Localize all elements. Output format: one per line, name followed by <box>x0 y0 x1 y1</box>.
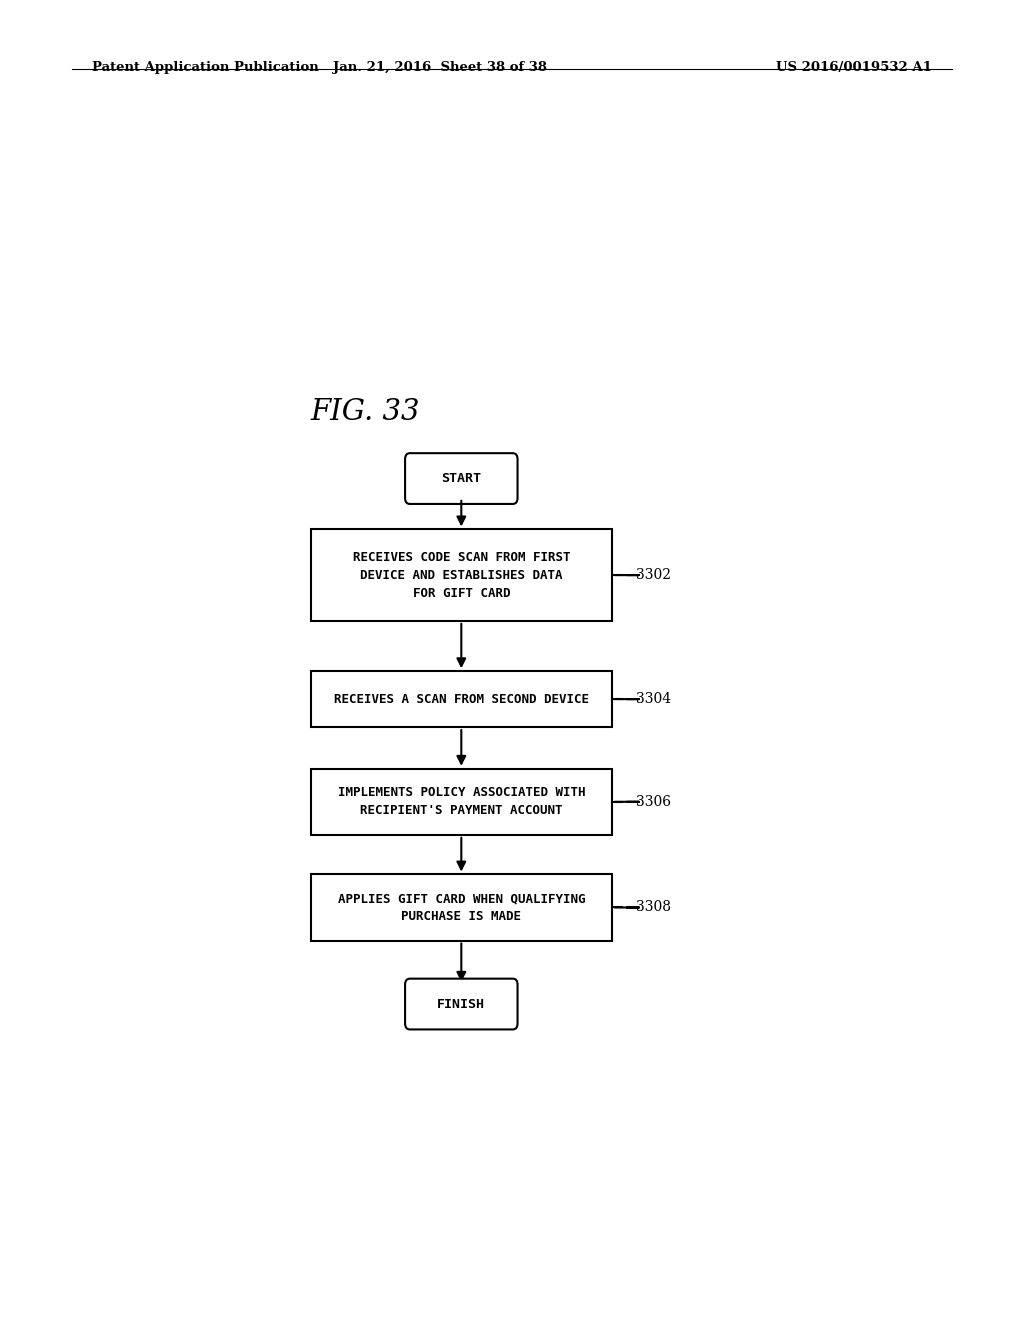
Bar <box>310 768 612 834</box>
Text: 3304: 3304 <box>636 692 671 706</box>
Text: Patent Application Publication: Patent Application Publication <box>92 61 318 74</box>
Bar <box>310 529 612 620</box>
Bar <box>310 671 612 727</box>
Bar <box>310 874 612 941</box>
Text: RECEIVES A SCAN FROM SECOND DEVICE: RECEIVES A SCAN FROM SECOND DEVICE <box>334 693 589 706</box>
Text: Jan. 21, 2016  Sheet 38 of 38: Jan. 21, 2016 Sheet 38 of 38 <box>334 61 547 74</box>
Text: APPLIES GIFT CARD WHEN QUALIFYING
PURCHASE IS MADE: APPLIES GIFT CARD WHEN QUALIFYING PURCHA… <box>338 892 585 923</box>
Text: FINISH: FINISH <box>437 998 485 1011</box>
Text: RECEIVES CODE SCAN FROM FIRST
DEVICE AND ESTABLISHES DATA
FOR GIFT CARD: RECEIVES CODE SCAN FROM FIRST DEVICE AND… <box>352 550 570 599</box>
Text: 3302: 3302 <box>636 568 671 582</box>
FancyBboxPatch shape <box>406 453 517 504</box>
Text: START: START <box>441 473 481 484</box>
Text: 3306: 3306 <box>636 795 671 809</box>
Text: FIG. 33: FIG. 33 <box>310 399 420 426</box>
Text: 3308: 3308 <box>636 900 671 915</box>
Text: US 2016/0019532 A1: US 2016/0019532 A1 <box>776 61 932 74</box>
Text: IMPLEMENTS POLICY ASSOCIATED WITH
RECIPIENT'S PAYMENT ACCOUNT: IMPLEMENTS POLICY ASSOCIATED WITH RECIPI… <box>338 787 585 817</box>
FancyBboxPatch shape <box>406 978 517 1030</box>
